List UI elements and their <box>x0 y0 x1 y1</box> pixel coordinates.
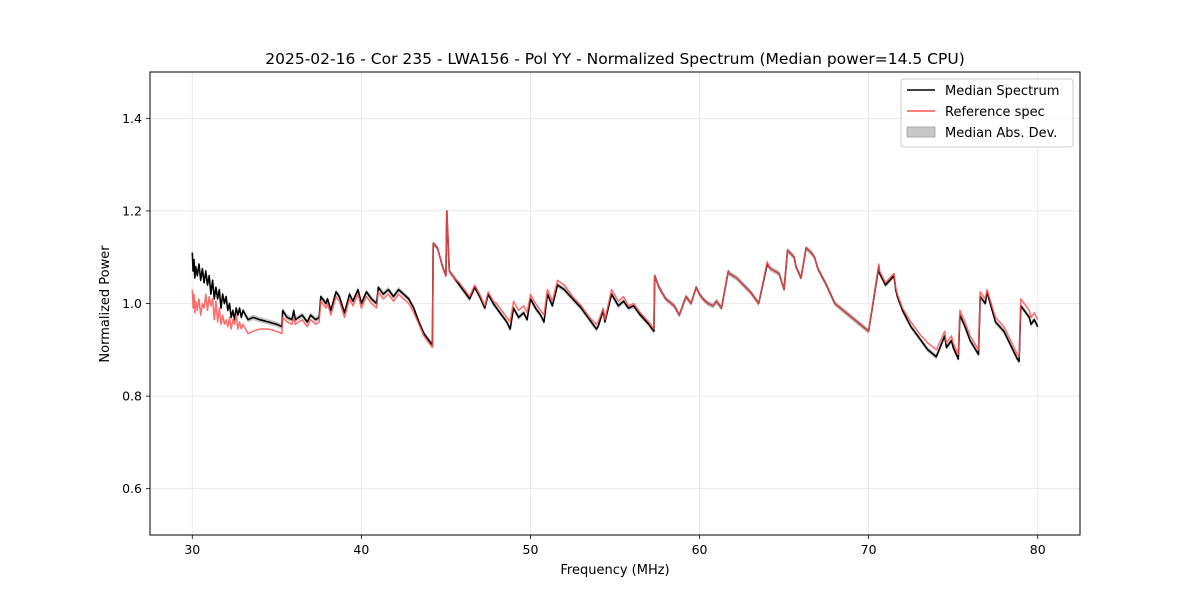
y-tick-label: 0.8 <box>122 389 142 404</box>
y-tick-label: 0.6 <box>122 481 142 496</box>
x-axis-label: Frequency (MHz) <box>560 563 669 578</box>
legend-label-median: Median Spectrum <box>945 84 1059 99</box>
axis-ticks: 30 40 50 60 70 80 0.6 0.8 1.0 1.2 1.4 <box>122 111 1046 557</box>
reference-spectrum-line <box>191 210 1039 358</box>
x-tick-label: 70 <box>861 542 877 557</box>
legend-label-reference: Reference spec <box>945 105 1045 120</box>
legend-label-mad: Median Abs. Dev. <box>945 126 1057 141</box>
y-axis-label: Normalized Power <box>98 245 113 363</box>
x-tick-label: 40 <box>353 542 369 557</box>
legend-swatch-mad <box>906 126 936 138</box>
y-tick-label: 1.2 <box>122 203 142 218</box>
y-tick-label: 1.4 <box>122 111 142 126</box>
x-tick-label: 60 <box>692 542 708 557</box>
y-tick-label: 1.0 <box>122 296 142 311</box>
legend: Median Spectrum Reference spec Median Ab… <box>900 78 1074 148</box>
plot-area <box>191 208 1039 365</box>
x-tick-label: 80 <box>1030 542 1046 557</box>
x-tick-label: 30 <box>184 542 200 557</box>
chart-title: 2025-02-16 - Cor 235 - LWA156 - Pol YY -… <box>265 50 965 68</box>
legend-box <box>900 78 1074 148</box>
x-tick-label: 50 <box>523 542 539 557</box>
